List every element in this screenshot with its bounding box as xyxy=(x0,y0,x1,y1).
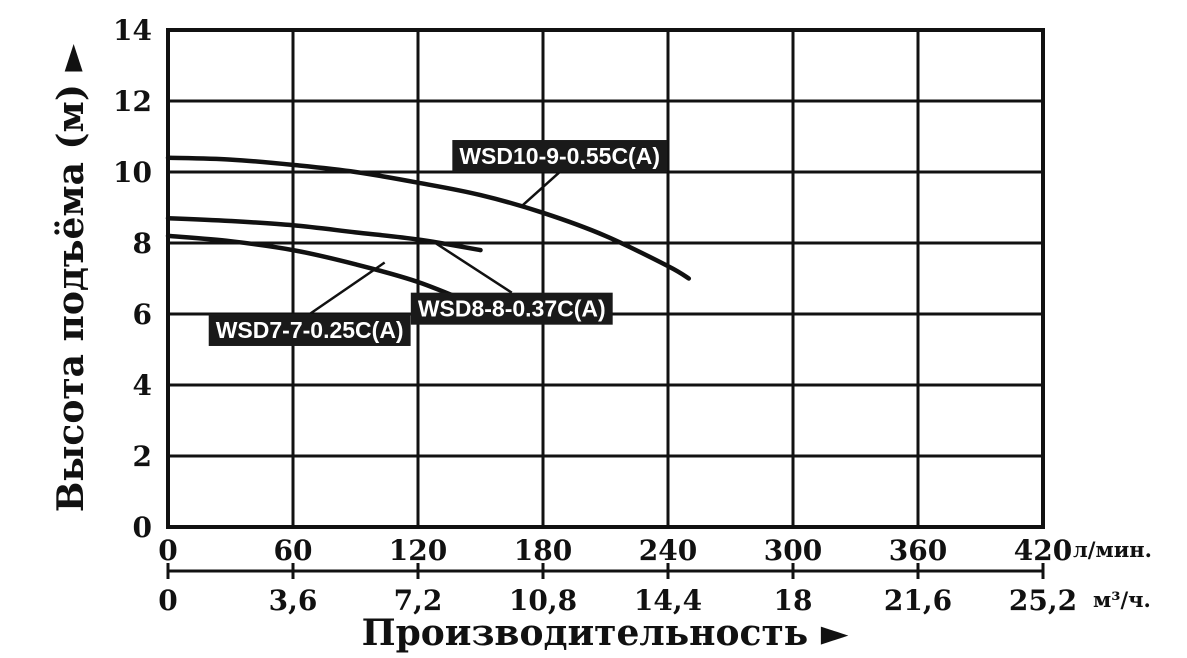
curve-label: WSD8-8-0.37C(A) xyxy=(410,240,613,325)
series-line xyxy=(165,215,483,253)
y-tick-label: 12 xyxy=(113,85,152,118)
x2-tick-label: 21,6 xyxy=(884,584,952,617)
x-tick-labels: 0 60 120 180 240 300 360 420 xyxy=(158,534,1072,567)
curve-label: WSD7-7-0.25C(A) xyxy=(208,261,411,346)
y-tick-label: 0 xyxy=(133,511,152,544)
curve-label-box xyxy=(208,313,411,346)
curve-label-box xyxy=(452,140,667,173)
x-tick-label: 420 xyxy=(1014,534,1072,567)
x2-tick-label: 3,6 xyxy=(269,584,318,617)
y-tick-label: 6 xyxy=(133,298,152,331)
y-tick-label: 14 xyxy=(113,14,152,47)
performance-curves xyxy=(165,155,692,310)
x-tick-label: 240 xyxy=(639,534,697,567)
x2-tick-label: 18 xyxy=(774,584,813,617)
series-line xyxy=(165,233,483,310)
curve-label: WSD10-9-0.55C(A) xyxy=(452,140,667,207)
y-tick-label: 2 xyxy=(133,440,152,473)
plot-frame xyxy=(166,28,1045,529)
series-line xyxy=(165,155,692,281)
curve-label-text: WSD10-9-0.55C(A) xyxy=(459,143,660,169)
y-tick-label: 8 xyxy=(133,227,152,260)
x2-tick-label: 10,8 xyxy=(509,584,577,617)
x-tick-label: 120 xyxy=(389,534,447,567)
x-tick-label: 180 xyxy=(514,534,572,567)
x2-tick-label: 14,4 xyxy=(634,584,702,617)
y-tick-labels: 0 2 4 6 8 10 12 14 xyxy=(113,14,152,544)
x2-tick-label: 7,2 xyxy=(394,584,443,617)
x-tick-label: 300 xyxy=(764,534,822,567)
curve-label-leader xyxy=(431,240,513,294)
x2-tick-label: 25,2 xyxy=(1009,584,1077,617)
x-unit-label: л/мин. xyxy=(1073,537,1152,562)
grid-lines xyxy=(166,28,1045,529)
x-axis-title: Производительность ► xyxy=(362,612,849,654)
curve-label-box xyxy=(410,292,613,325)
y-axis-title: Высота подъёма (м) ► xyxy=(50,44,92,512)
y-tick-label: 4 xyxy=(133,369,152,402)
curve-label-text: WSD8-8-0.37C(A) xyxy=(418,296,606,322)
x-tick-label: 0 xyxy=(158,534,177,567)
curve-label-leader xyxy=(308,261,386,316)
x-tick-label: 60 xyxy=(274,534,313,567)
secondary-x-axis: 0 3,6 7,2 10,8 14,4 18 21,6 25,2 xyxy=(158,563,1077,617)
curve-label-text: WSD7-7-0.25C(A) xyxy=(216,317,404,343)
x2-tick-label: 0 xyxy=(158,584,177,617)
x-tick-label: 360 xyxy=(889,534,947,567)
y-tick-label: 10 xyxy=(113,156,152,189)
curve-label-leader xyxy=(521,171,561,207)
x2-unit-label: м³/ч. xyxy=(1093,587,1151,612)
curve-labels: WSD10-9-0.55C(A) WSD8-8-0.37C(A) WSD7-7-0.… xyxy=(208,140,667,346)
